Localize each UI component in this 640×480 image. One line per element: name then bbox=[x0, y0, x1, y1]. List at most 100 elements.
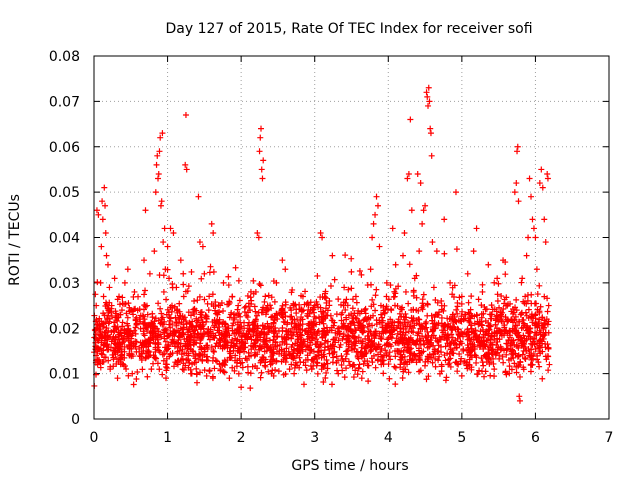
data-point bbox=[328, 381, 335, 388]
data-point bbox=[360, 360, 367, 367]
data-point bbox=[361, 345, 368, 352]
data-point bbox=[224, 331, 231, 338]
data-point bbox=[343, 296, 350, 303]
data-point bbox=[343, 314, 350, 321]
data-point bbox=[372, 292, 379, 299]
data-point bbox=[503, 346, 510, 353]
data-point bbox=[140, 320, 147, 327]
data-point bbox=[157, 202, 164, 209]
data-point bbox=[503, 302, 509, 309]
data-point bbox=[210, 348, 217, 354]
data-point bbox=[410, 325, 417, 332]
data-point bbox=[269, 367, 276, 374]
data-point bbox=[206, 269, 213, 276]
data-point bbox=[94, 361, 101, 368]
data-point bbox=[532, 322, 539, 329]
data-point bbox=[340, 333, 347, 340]
data-point bbox=[310, 306, 317, 313]
data-point bbox=[353, 349, 360, 356]
data-point bbox=[364, 362, 371, 369]
data-point bbox=[245, 303, 252, 310]
data-point bbox=[536, 363, 543, 370]
data-point bbox=[321, 340, 328, 347]
data-point bbox=[211, 317, 218, 324]
data-point bbox=[378, 314, 385, 321]
data-point bbox=[176, 347, 183, 354]
data-point bbox=[258, 344, 265, 351]
data-point bbox=[454, 335, 461, 342]
data-point bbox=[378, 345, 385, 352]
data-point bbox=[138, 357, 145, 364]
data-point bbox=[430, 284, 437, 291]
data-point bbox=[220, 368, 227, 375]
data-point bbox=[428, 152, 435, 159]
data-point bbox=[240, 330, 247, 337]
data-point bbox=[214, 311, 221, 318]
data-point bbox=[131, 327, 138, 334]
data-point bbox=[97, 364, 104, 371]
data-point bbox=[225, 282, 232, 289]
data-point bbox=[418, 322, 425, 329]
data-point bbox=[298, 314, 305, 321]
y-tick-label: 0.03 bbox=[49, 276, 80, 292]
data-point bbox=[438, 298, 445, 305]
data-point bbox=[411, 275, 418, 282]
data-point bbox=[207, 328, 214, 335]
data-point bbox=[358, 308, 365, 315]
data-point bbox=[497, 343, 504, 350]
data-point bbox=[514, 143, 521, 150]
data-point bbox=[256, 346, 263, 353]
data-point bbox=[475, 296, 482, 303]
data-point bbox=[270, 320, 277, 327]
data-point bbox=[484, 337, 491, 344]
data-point bbox=[114, 296, 121, 303]
data-point bbox=[492, 321, 499, 328]
data-point bbox=[309, 334, 316, 341]
data-point bbox=[137, 312, 144, 319]
data-point bbox=[418, 349, 425, 356]
data-point bbox=[419, 296, 426, 303]
data-point bbox=[425, 102, 432, 109]
data-point bbox=[228, 309, 235, 316]
data-point bbox=[335, 296, 342, 303]
data-point bbox=[405, 328, 412, 335]
data-point bbox=[341, 284, 348, 291]
data-point bbox=[338, 362, 345, 369]
data-point bbox=[211, 365, 218, 372]
data-point bbox=[94, 337, 101, 344]
data-point bbox=[133, 376, 140, 383]
data-point bbox=[479, 288, 486, 295]
data-point bbox=[177, 340, 184, 347]
data-point bbox=[392, 339, 399, 346]
data-point bbox=[288, 361, 295, 368]
data-point bbox=[340, 320, 347, 327]
data-point bbox=[379, 324, 386, 331]
data-point bbox=[310, 330, 317, 337]
data-point bbox=[458, 293, 465, 300]
data-point bbox=[398, 357, 405, 364]
data-point bbox=[239, 364, 246, 371]
x-tick-label: 2 bbox=[237, 430, 246, 446]
data-point bbox=[285, 328, 292, 335]
data-point bbox=[306, 310, 313, 317]
data-point bbox=[102, 202, 109, 209]
data-point bbox=[154, 152, 161, 159]
data-point bbox=[124, 314, 131, 321]
data-point bbox=[527, 368, 534, 375]
data-point bbox=[417, 180, 424, 187]
data-point bbox=[304, 352, 311, 359]
data-point bbox=[186, 359, 193, 366]
x-tick-labels: 0 1 2 3 4 5 6 7 bbox=[90, 430, 614, 446]
data-point bbox=[412, 352, 419, 359]
data-point bbox=[352, 367, 359, 374]
data-point bbox=[405, 300, 412, 307]
data-point bbox=[99, 198, 106, 205]
data-point bbox=[455, 361, 462, 368]
data-point bbox=[268, 294, 275, 301]
data-point bbox=[441, 302, 448, 309]
data-point bbox=[288, 332, 295, 339]
data-point bbox=[208, 344, 215, 351]
data-point bbox=[163, 375, 170, 382]
data-point bbox=[171, 363, 178, 370]
data-point bbox=[174, 361, 181, 368]
